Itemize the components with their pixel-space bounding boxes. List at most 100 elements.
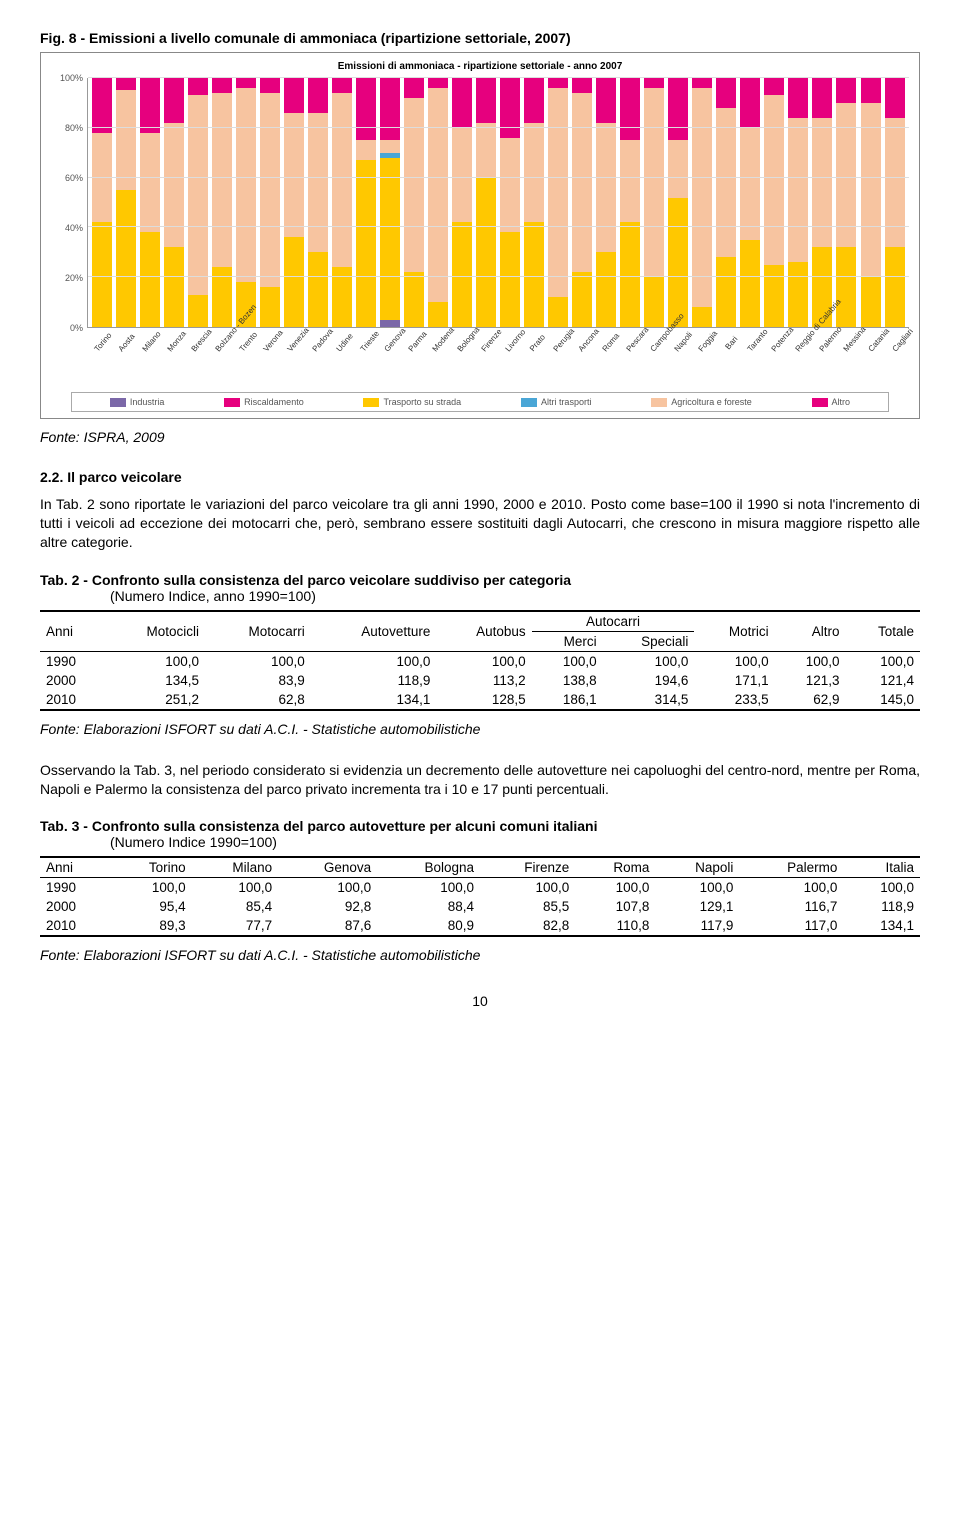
table-2: Anni Motocicli Motocarri Autovetture Aut… <box>40 610 920 711</box>
table-cell: 77,7 <box>192 916 278 936</box>
bar-segment <box>668 140 688 197</box>
th-motrici: Motrici <box>694 611 774 652</box>
bar-segment <box>788 78 808 118</box>
bar-segment <box>716 257 736 327</box>
bar-segment <box>861 78 881 103</box>
bar-segment <box>716 108 736 257</box>
bar-segment <box>861 277 881 327</box>
bar-segment <box>596 123 616 252</box>
table-cell: 92,8 <box>278 897 377 916</box>
bar-column <box>885 78 905 327</box>
table-cell: 129,1 <box>655 897 739 916</box>
table-row: 201089,377,787,680,982,8110,8117,9117,01… <box>40 916 920 936</box>
bar-segment <box>380 78 400 140</box>
legend-item: Altri trasporti <box>521 397 592 407</box>
gridline <box>88 177 909 178</box>
bar-segment <box>404 98 424 272</box>
chart-container: Emissioni di ammoniaca - ripartizione se… <box>40 52 920 419</box>
bars-group <box>88 78 909 327</box>
th-totale: Totale <box>846 611 920 652</box>
table2-title: Tab. 2 - Confronto sulla consistenza del… <box>40 572 920 604</box>
bar-column <box>260 78 280 327</box>
bar-segment <box>885 78 905 118</box>
table-cell: 186,1 <box>532 690 603 710</box>
table3-source: Fonte: Elaborazioni ISFORT su dati A.C.I… <box>40 947 920 963</box>
table-header-cell: Italia <box>843 857 920 878</box>
bar-segment <box>212 78 232 93</box>
table-cell: 100,0 <box>278 878 377 898</box>
table-header-cell: Palermo <box>739 857 843 878</box>
bar-segment <box>404 272 424 327</box>
table-header-cell: Napoli <box>655 857 739 878</box>
table2-subtitle: (Numero Indice, anno 1990=100) <box>110 588 316 604</box>
table-cell: 100,0 <box>843 878 920 898</box>
bar-segment <box>284 237 304 327</box>
bar-segment <box>188 78 208 95</box>
table-cell: 117,0 <box>739 916 843 936</box>
bar-segment <box>524 78 544 123</box>
figure-title: Fig. 8 - Emissioni a livello comunale di… <box>40 30 920 46</box>
chart-area: 0%20%40%60%80%100% <box>51 78 909 328</box>
table-cell: 62,9 <box>775 690 846 710</box>
table-header-cell: Bologna <box>377 857 480 878</box>
table-cell: 107,8 <box>575 897 655 916</box>
bar-segment <box>284 113 304 238</box>
table-cell: 62,8 <box>205 690 311 710</box>
bar-column <box>140 78 160 327</box>
bar-segment <box>548 297 568 327</box>
bar-column <box>716 78 736 327</box>
bar-segment <box>572 78 592 93</box>
bar-column <box>308 78 328 327</box>
table-cell: 2000 <box>40 671 105 690</box>
bar-segment <box>452 78 472 128</box>
table-cell: 110,8 <box>575 916 655 936</box>
legend-item: Trasporto su strada <box>363 397 461 407</box>
bar-column <box>548 78 568 327</box>
bar-segment <box>668 78 688 140</box>
bar-segment <box>788 118 808 262</box>
bar-segment <box>188 295 208 327</box>
bar-segment <box>692 78 712 88</box>
bar-segment <box>716 78 736 108</box>
bar-segment <box>644 88 664 277</box>
bar-column <box>572 78 592 327</box>
figure-source: Fonte: ISPRA, 2009 <box>40 429 920 445</box>
bar-segment <box>500 232 520 327</box>
legend-item: Agricoltura e foreste <box>651 397 752 407</box>
bar-column <box>428 78 448 327</box>
table-cell: 100,0 <box>655 878 739 898</box>
table-row: 2010251,262,8134,1128,5186,1314,5233,562… <box>40 690 920 710</box>
bar-segment <box>861 103 881 277</box>
legend-label: Trasporto su strada <box>383 397 461 407</box>
table-cell: 100,0 <box>205 651 311 671</box>
table-header-cell: Anni <box>40 857 110 878</box>
table-cell: 134,1 <box>311 690 437 710</box>
legend-label: Riscaldamento <box>244 397 304 407</box>
bar-column <box>188 78 208 327</box>
table-cell: 83,9 <box>205 671 311 690</box>
table-cell: 118,9 <box>843 897 920 916</box>
gridline <box>88 276 909 277</box>
table-header-cell: Torino <box>110 857 191 878</box>
gridline <box>88 77 909 78</box>
bar-column <box>92 78 112 327</box>
y-tick-label: 80% <box>65 123 83 133</box>
bar-segment <box>116 90 136 190</box>
table-header-cell: Genova <box>278 857 377 878</box>
bar-segment <box>380 320 400 327</box>
bar-segment <box>620 222 640 327</box>
table-cell: 100,0 <box>694 651 774 671</box>
bar-column <box>620 78 640 327</box>
th-speciali: Speciali <box>603 631 695 651</box>
bar-column <box>836 78 856 327</box>
legend-item: Altro <box>812 397 851 407</box>
bar-column <box>812 78 832 327</box>
table-cell: 100,0 <box>480 878 575 898</box>
table-cell: 134,5 <box>105 671 205 690</box>
legend-swatch <box>363 398 379 407</box>
table-cell: 100,0 <box>436 651 531 671</box>
table-cell: 88,4 <box>377 897 480 916</box>
bar-segment <box>236 88 256 282</box>
legend-label: Industria <box>130 397 165 407</box>
bar-segment <box>885 118 905 247</box>
